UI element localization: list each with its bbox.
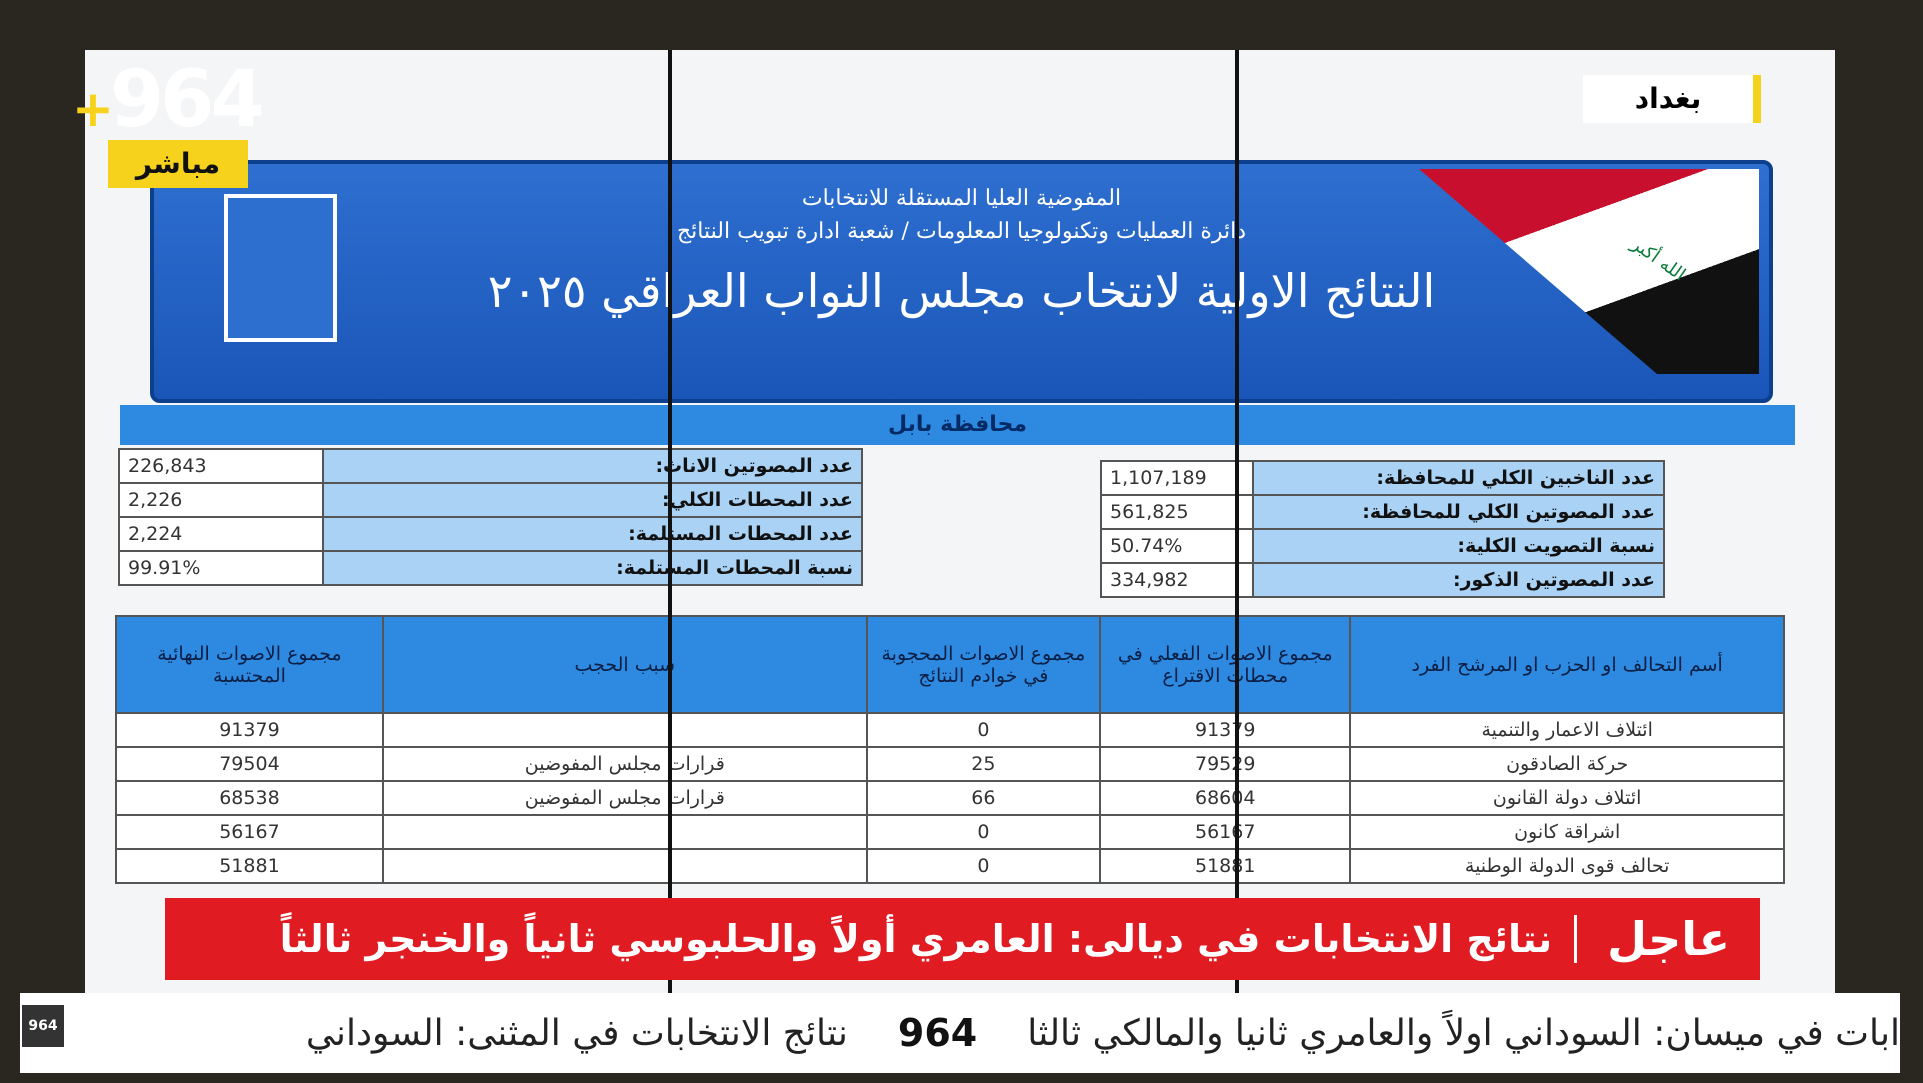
banner: الله أكبر المفوضية العليا المستقلة للانت… [150, 160, 1773, 403]
live-badge: مباشر [108, 140, 248, 188]
table-row: ائتلاف دولة القانون 68604 66 قرارات مجلس ال… [115, 780, 1785, 816]
table-cell: تحالف قوى الدولة الوطنية [1349, 848, 1785, 884]
summary-value: 334,982 [1100, 562, 1254, 598]
summary-label: عدد المصوتين الكلي للمحافظة: [1251, 494, 1666, 530]
summary-label: عدد المصوتين الاناث: [322, 448, 863, 484]
column-header: مجموع الاصوات النهائية المحتسبة [115, 615, 384, 714]
summary-row: عدد المحطات الكلي: 2,226 [117, 482, 863, 518]
summary-row: عدد المحطات المستلمة: 2,224 [117, 516, 863, 552]
title: النتائج الاولية لانتخاب مجلس النواب العر… [487, 264, 1436, 318]
table-cell [381, 712, 868, 748]
separator [1574, 915, 1578, 963]
table-cell: 79504 [115, 746, 384, 782]
table-row: ائتلاف الاعمار والتنمية 91379 0 91379 [115, 712, 1785, 748]
summary-label: عدد المصوتين الذكور: [1251, 562, 1666, 598]
ticker: ابات في ميسان: السوداني اولاً والعامري ث… [20, 993, 1900, 1073]
summary-label: عدد الناخبين الكلي للمحافظة: [1251, 460, 1666, 496]
table-cell: حركة الصادقون [1349, 746, 1785, 782]
table-cell: 79529 [1099, 746, 1352, 782]
table-cell: 51881 [1099, 848, 1352, 884]
summary-row: عدد المصوتين الذكور: 334,982 [1100, 562, 1666, 598]
column-header: سبب الحجب [381, 615, 868, 714]
flag-text: الله أكبر [1627, 233, 1690, 286]
table-cell: 56167 [1099, 814, 1352, 850]
breaking-bar: عاجل نتائج الانتخابات في ديالى: العامري … [165, 898, 1760, 980]
breaking-label: عاجل [1607, 912, 1730, 966]
summary-value: 1,107,189 [1100, 460, 1254, 496]
table-cell: 68538 [115, 780, 384, 816]
location: بغداد [1583, 75, 1761, 123]
summary-value: 561,825 [1100, 494, 1254, 530]
table-cell [381, 848, 868, 884]
table-cell: قرارات مجلس المفوضين [381, 780, 868, 816]
results-table: أسم التحالف او الحزب او المرشح الفرد مجمو… [115, 615, 1785, 884]
summary-value: 2,224 [117, 516, 325, 552]
column-header: مجموع الاصوات الفعلي في محطات الاقتراع [1099, 615, 1352, 714]
table-row: حركة الصادقون 79529 25 قرارات مجلس المفوضين… [115, 746, 1785, 782]
monitor: الله أكبر المفوضية العليا المستقلة للانت… [85, 50, 1835, 995]
summary-value: 226,843 [117, 448, 325, 484]
table-cell: 91379 [115, 712, 384, 748]
table-cell: 91379 [1099, 712, 1352, 748]
summary-row: عدد المصوتين الاناث: 226,843 [117, 448, 863, 484]
table-cell: ائتلاف الاعمار والتنمية [1349, 712, 1785, 748]
summary-label: نسبة التصويت الكلية: [1251, 528, 1666, 564]
org-line: المفوضية العليا المستقلة للانتخابات [801, 186, 1122, 211]
logo-plus: + [72, 80, 114, 138]
org-line: دائرة العمليات وتكنولوجيا المعلومات / شع… [676, 219, 1247, 244]
summary-value: 99.91% [117, 550, 325, 586]
emblem [224, 194, 337, 342]
summary-label: نسبة المحطات المستلمة: [322, 550, 863, 586]
table-cell [381, 814, 868, 850]
summary-row: عدد الناخبين الكلي للمحافظة: 1,107,189 [1100, 460, 1666, 496]
province: محافظة بابل [120, 405, 1795, 445]
ticker-badge: 964 [22, 1005, 64, 1047]
column-header: مجموع الاصوات المحجوبة في خوادم النتائج [865, 615, 1102, 714]
logo-text: 964 [109, 55, 265, 145]
summary-row: نسبة التصويت الكلية: 50.74% [1100, 528, 1666, 564]
ticker-logo: 964 [897, 1011, 978, 1055]
table-cell: ائتلاف دولة القانون [1349, 780, 1785, 816]
table-cell: اشراقة كانون [1349, 814, 1785, 850]
summary-table: عدد المصوتين الاناث: 226,843 عدد المحطات ا… [117, 448, 863, 586]
table-cell: 56167 [115, 814, 384, 850]
table-cell: 25 [865, 746, 1102, 782]
column-header: أسم التحالف او الحزب او المرشح الفرد [1349, 615, 1785, 714]
table-cell: 0 [865, 712, 1102, 748]
ticker-item: ابات في ميسان: السوداني اولاً والعامري ث… [1027, 1012, 1900, 1054]
channel-logo: +964 [72, 55, 265, 145]
table-cell: 68604 [1099, 780, 1352, 816]
summary-table: عدد الناخبين الكلي للمحافظة: 1,107,189 عدد… [1100, 460, 1666, 598]
table-cell: قرارات مجلس المفوضين [381, 746, 868, 782]
summary-label: عدد المحطات الكلي: [322, 482, 863, 518]
breaking-headline: نتائج الانتخابات في ديالى: العامري أولاً… [279, 917, 1553, 961]
ticker-item: نتائج الانتخابات في المثنى: السوداني [305, 1012, 848, 1054]
table-cell: 66 [865, 780, 1102, 816]
table-cell: 0 [865, 814, 1102, 850]
summary-row: نسبة المحطات المستلمة: 99.91% [117, 550, 863, 586]
table-row: تحالف قوى الدولة الوطنية 51881 0 51881 [115, 848, 1785, 884]
summary-value: 2,226 [117, 482, 325, 518]
table-row: اشراقة كانون 56167 0 56167 [115, 814, 1785, 850]
table-cell: 0 [865, 848, 1102, 884]
table-cell: 51881 [115, 848, 384, 884]
screen-seam [1235, 50, 1239, 995]
screen-seam [668, 50, 672, 995]
summary-value: 50.74% [1100, 528, 1254, 564]
summary-label: عدد المحطات المستلمة: [322, 516, 863, 552]
summary-row: عدد المصوتين الكلي للمحافظة: 561,825 [1100, 494, 1666, 530]
